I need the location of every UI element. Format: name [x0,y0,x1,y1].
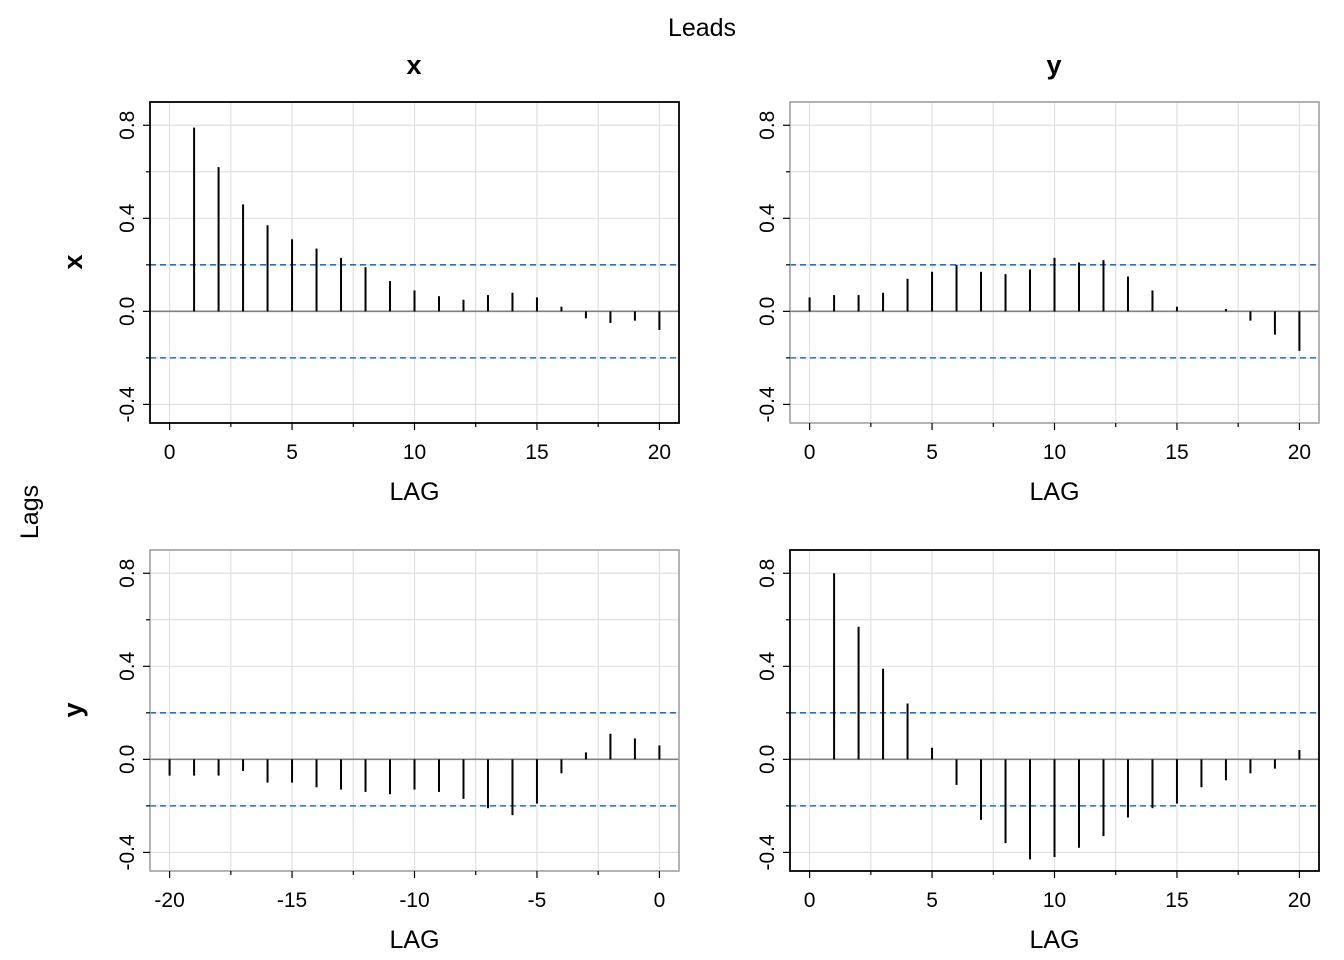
y-tick-label: 0.0 [756,297,779,326]
x-tick-label: 20 [1288,889,1311,912]
x-tick-label: 10 [403,441,426,464]
y-tick-label: -0.4 [116,386,139,423]
y-tick-label: 0.8 [756,111,779,140]
leads-label: Leads [668,14,736,42]
y-tick-label: 0.4 [756,203,779,233]
row-title-x: x [58,254,88,269]
x-tick-label: -10 [399,889,429,912]
x-tick-label: 10 [1043,441,1066,464]
x-tick-label: -20 [154,889,184,912]
y-tick-label: -0.4 [756,386,779,423]
y-tick-label: 0.4 [116,651,139,681]
column-title-x: x [406,50,421,80]
x-tick-label: 0 [164,441,176,464]
lags-label: Lags [16,485,44,539]
y-tick-label: -0.4 [756,834,779,871]
x-axis-label: LAG [1029,926,1079,954]
x-tick-label: 20 [1288,441,1311,464]
row-title-y: y [58,702,88,717]
y-tick-label: 0.4 [116,203,139,233]
y-tick-label: 0.0 [116,297,139,326]
y-tick-label: 0.4 [756,651,779,681]
x-tick-label: -15 [277,889,307,912]
y-tick-label: 0.8 [116,559,139,588]
column-title-y: y [1046,50,1061,80]
y-tick-label: 0.0 [116,745,139,774]
y-tick-label: 0.8 [756,559,779,588]
x-tick-label: 5 [926,889,938,912]
x-tick-label: 5 [926,441,938,464]
ccf-panel-y-vs-x: -20 -15 -10 -5 0 -0.4 0.0 0.4 0.8 LAG [116,549,680,954]
x-tick-label: 20 [648,441,671,464]
x-tick-label: 0 [804,889,816,912]
y-tick-label: -0.4 [116,834,139,871]
x-tick-label: 0 [654,889,666,912]
x-tick-label: 15 [1165,889,1188,912]
y-tick-label: 0.0 [756,745,779,774]
x-axis-label: LAG [389,926,439,954]
x-tick-label: 15 [1165,441,1188,464]
y-tick-label: 0.8 [116,111,139,140]
ccf-panel-x-vs-x: 0 5 10 15 20 -0.4 0.0 0.4 0.8 LAG [116,101,680,506]
x-axis-label: LAG [1029,478,1079,506]
x-axis-label: LAG [389,478,439,506]
ccf-panel-y-vs-y: 0 5 10 15 20 -0.4 0.0 0.4 0.8 LAG [756,549,1320,954]
x-tick-label: 10 [1043,889,1066,912]
x-tick-label: 0 [804,441,816,464]
x-tick-label: 15 [525,441,548,464]
x-tick-label: 5 [286,441,298,464]
ccf-panel-x-vs-y: 0 5 10 15 20 -0.4 0.0 0.4 0.8 LAG [756,101,1320,506]
x-tick-label: -5 [528,889,547,912]
